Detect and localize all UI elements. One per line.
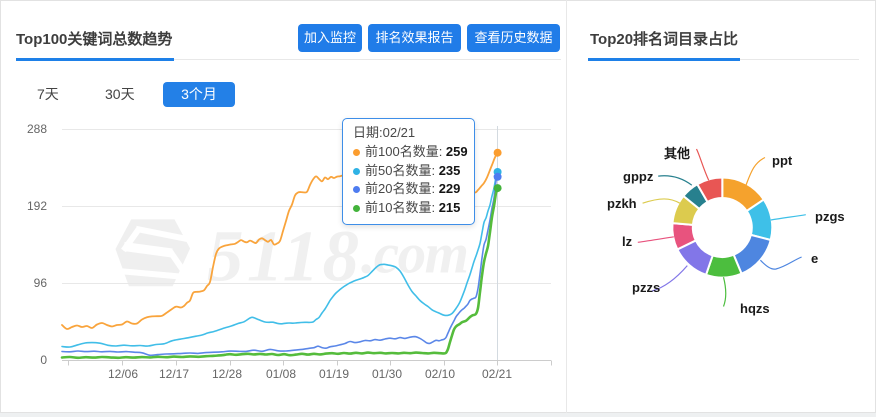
svg-text:5118: 5118: [207, 216, 359, 297]
svg-text:.com: .com: [361, 223, 469, 286]
